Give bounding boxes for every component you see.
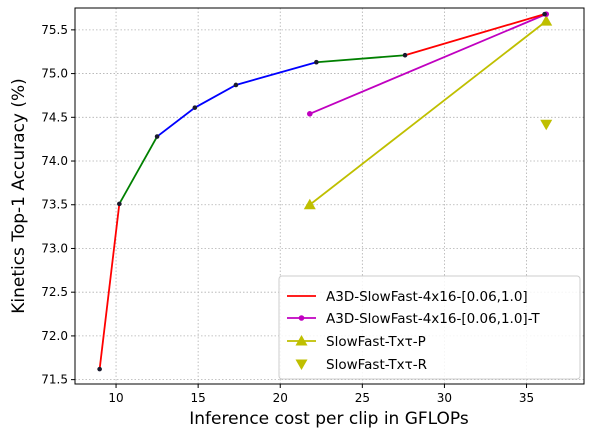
legend-marker [295, 359, 308, 370]
x-tick-label: 20 [273, 391, 288, 405]
x-tick-label: 35 [519, 391, 534, 405]
point-a3d-frontier [542, 11, 547, 17]
x-axis-ticks: 10 15 20 25 30 35 [108, 384, 534, 405]
x-tick-label: 15 [191, 391, 206, 405]
y-tick-label: 74.0 [41, 154, 68, 168]
series-line-slowfast-p [309, 20, 547, 206]
series-line-a3d-frontier [118, 136, 158, 205]
point-a3d-frontier [233, 82, 239, 88]
point-slowfast-r [540, 119, 553, 131]
series-line-a3d-frontier [404, 13, 545, 57]
y-tick-label: 71.5 [41, 373, 68, 387]
y-tick-label: 73.5 [41, 198, 68, 212]
point-a3d-frontier [192, 105, 198, 110]
series-line-a3d-frontier [98, 203, 121, 370]
point-a3d-frontier [154, 134, 160, 139]
y-tick-label: 73.0 [41, 241, 68, 255]
point-a3d-frontier [117, 201, 122, 207]
x-axis-title: Inference cost per clip in GFLOPs [189, 409, 469, 429]
legend-label: SlowFast-Txτ-P [326, 334, 426, 350]
legend-label: A3D-SlowFast-4x16-[0.06,1.0]-T [326, 311, 540, 327]
series-line-a3d-frontier [156, 61, 317, 138]
point-a3d-frontier [314, 59, 319, 65]
series-line-a3d-t [309, 13, 547, 115]
legend-box [278, 275, 581, 380]
x-tick-label: 25 [355, 391, 370, 405]
series-line-a3d-frontier [316, 54, 406, 64]
y-axis-ticks: 71.5 72.0 72.5 73.0 73.5 74.0 74.5 75.0 75.5 [41, 23, 75, 387]
y-axis-title: Kinetics Top-1 Accuracy (%) [9, 78, 29, 314]
y-tick-label: 72.5 [41, 285, 68, 299]
y-tick-label: 72.0 [41, 329, 68, 343]
legend-marker [295, 335, 308, 346]
y-tick-label: 75.0 [41, 67, 68, 81]
y-tick-label: 74.5 [41, 110, 68, 124]
legend: A3D-SlowFast-4x16-[0.06,1.0] A3D-SlowFast… [278, 275, 581, 380]
point-a3d-t [306, 111, 313, 117]
legend-marker [298, 315, 305, 321]
point-a3d-frontier [97, 366, 102, 372]
legend-label: SlowFast-Txτ-R [326, 357, 427, 373]
x-tick-label: 30 [437, 391, 452, 405]
point-slowfast-p [540, 15, 553, 26]
point-a3d-frontier [402, 52, 408, 58]
point-slowfast-p [303, 198, 316, 210]
plot-frame [74, 7, 585, 385]
legend-entries: A3D-SlowFast-4x16-[0.06,1.0] A3D-SlowFast… [287, 289, 540, 373]
y-tick-label: 75.5 [41, 23, 68, 37]
series-layer [97, 11, 553, 372]
x-tick-label: 10 [108, 391, 123, 405]
legend-label: A3D-SlowFast-4x16-[0.06,1.0] [326, 289, 528, 305]
